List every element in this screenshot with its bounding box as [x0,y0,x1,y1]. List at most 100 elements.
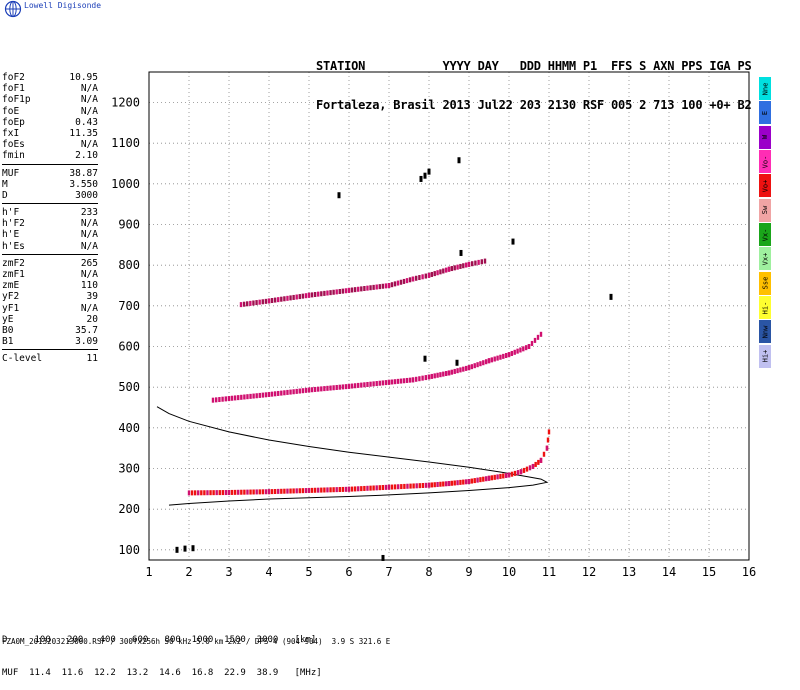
param-row: foEp 0.43 [2,117,98,128]
echo-point [267,489,271,495]
echo-point [329,487,332,493]
echo-point [381,380,385,386]
echo-point [473,363,476,369]
echo-point [310,387,314,393]
echo-point [357,486,360,492]
echo-point [378,380,381,386]
echo-point [255,489,258,495]
echo-point [450,480,454,486]
param-value: N/A [80,94,98,106]
param-row: h'Es N/A [2,241,98,252]
param-row: foEs N/A [2,139,98,150]
echo-point [277,488,280,494]
echo-point [320,291,323,297]
echo-point [209,490,212,496]
echo-point [499,354,502,360]
echo-point [504,472,508,478]
y-tick-label: 1200 [111,96,140,110]
param-label: h'F [2,207,20,219]
echo-point [399,279,403,285]
echo-point [406,483,409,489]
echo-point [277,297,280,303]
echo-point [421,274,424,280]
echo-point [243,489,246,495]
echo-point [496,355,499,361]
echo-point [292,389,295,395]
param-value: 3.09 [75,336,98,348]
legend-label: Sse [761,276,769,290]
echo-point [353,486,357,492]
echo-point [442,371,445,377]
echo-point [530,340,534,346]
echo-point [267,391,271,397]
echo-point [393,484,397,490]
param-row: zmF1 N/A [2,269,98,280]
echo-point [341,486,345,492]
echo-point [453,265,456,271]
echo-point [397,484,400,490]
param-value: N/A [80,269,98,280]
echo-point [462,366,465,372]
param-row: zmE 110 [2,280,98,291]
param-label: foEs [2,139,25,151]
echo-point [240,394,243,400]
echo-point [218,490,221,496]
param-label: zmF2 [2,257,25,269]
echo-point [366,285,369,291]
param-value: 2.10 [75,150,98,162]
echo-point [412,483,415,489]
echo-point [399,378,403,384]
echo-point [459,249,463,256]
echo-point [280,488,283,494]
echo-point [258,299,261,305]
param-row: yF1 N/A [2,303,98,314]
echo-point [387,379,391,385]
echo-point [280,390,283,396]
echo-point [471,261,474,267]
echo-point [402,278,406,284]
echo-point [344,384,348,390]
echo-point [332,487,335,493]
param-row: foF1p N/A [2,94,98,105]
echo-point [484,476,488,482]
echo-point [531,463,535,469]
x-tick-label: 6 [345,565,352,579]
param-label: MUF [2,167,20,179]
echo-point [545,445,549,451]
param-value: 38.87 [69,167,98,179]
echo-point [233,489,237,495]
y-tick-label: 1100 [111,136,140,150]
echo-point [252,300,255,306]
echo-point [283,296,286,302]
echo-point [442,481,445,487]
echo-point [467,479,471,485]
legend-item: Hi+ [759,344,771,368]
echo-point [249,489,252,495]
param-value: N/A [80,240,98,252]
echo-point [453,480,456,486]
param-label: D [2,189,8,201]
echo-point [375,381,378,387]
echo-point [419,175,423,182]
echo-point [255,300,258,306]
echo-point [347,287,351,293]
echo-point [487,475,491,481]
echo-point [335,487,338,493]
echo-point [289,295,292,301]
echo-point [430,271,434,277]
echo-point [350,287,354,293]
echo-point [243,394,246,400]
echo-point [375,284,378,290]
param-row: MUF 38.87 [2,168,98,179]
density-profile-curve [156,406,549,506]
y-tick-label: 100 [118,543,140,557]
echo-point [487,358,491,364]
scaled-parameters-panel: foF2 10.95 foF1 N/A foF1p N/A foE N/A foEp 0.43 fx… [2,72,98,365]
echo-point [477,259,480,265]
echo-point [366,485,369,491]
param-row: foF2 10.95 [2,72,98,83]
legend-item: W [759,125,771,149]
echo-point [490,475,494,481]
echo-point [507,352,511,358]
echo-point [187,490,191,496]
